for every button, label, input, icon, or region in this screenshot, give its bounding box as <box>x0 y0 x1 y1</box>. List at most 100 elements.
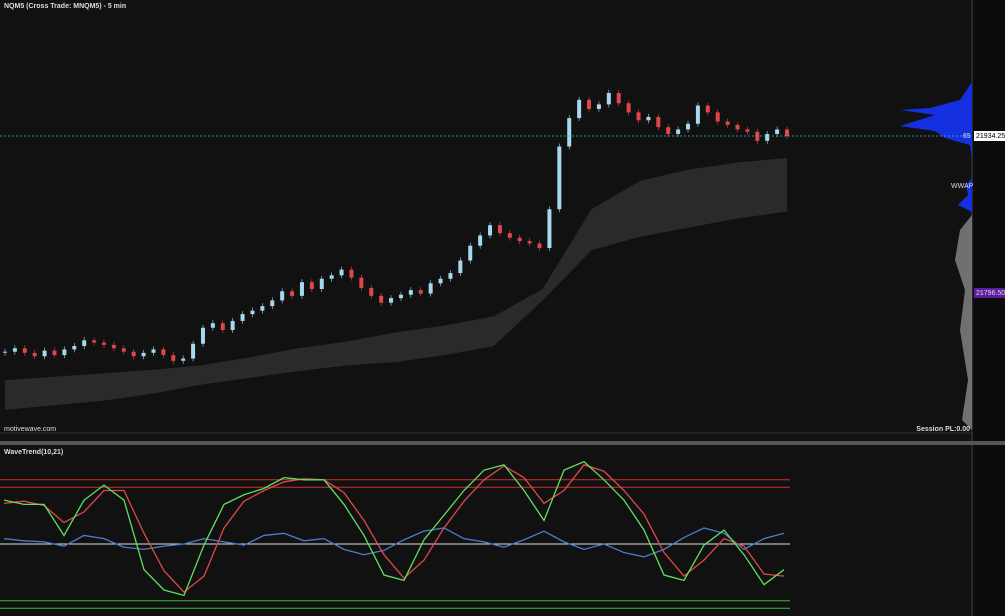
candle <box>468 245 473 261</box>
candle <box>121 348 126 352</box>
candle <box>101 342 106 345</box>
candle <box>448 273 453 279</box>
candle <box>250 310 255 315</box>
plot: 21934.25 65 21796.50 <box>0 89 1005 609</box>
candle <box>616 92 621 104</box>
candle <box>695 105 700 124</box>
last-price-label: 21934.25 <box>976 133 1005 140</box>
candle <box>507 233 512 238</box>
candle <box>220 323 225 331</box>
candle <box>478 235 483 246</box>
marker-label: 65 <box>963 133 971 140</box>
candle <box>587 99 592 109</box>
wwap-band <box>5 157 787 410</box>
candle <box>260 306 265 311</box>
candle <box>686 123 691 130</box>
candle <box>735 124 740 130</box>
candle <box>171 355 176 361</box>
wwap-label: WWAP <box>951 183 974 190</box>
candle <box>567 118 572 147</box>
wt2-line <box>3 464 785 594</box>
candle <box>349 269 354 278</box>
candle <box>210 323 215 328</box>
candle <box>181 358 186 361</box>
candle <box>280 291 285 301</box>
candle <box>230 320 235 331</box>
volume-profile-low <box>955 215 972 430</box>
candle <box>537 243 542 248</box>
candle <box>428 283 433 294</box>
candle <box>577 99 582 119</box>
candle <box>141 352 146 357</box>
candle <box>270 300 275 307</box>
volume-profile-mid <box>958 178 972 212</box>
candle <box>557 146 562 210</box>
candle <box>379 295 384 303</box>
candle <box>369 287 374 296</box>
candle <box>92 340 97 343</box>
candle <box>42 350 47 357</box>
panel-divider <box>0 441 1005 445</box>
candle <box>705 105 710 113</box>
candle <box>547 209 552 248</box>
price-axis <box>972 0 1005 616</box>
candle <box>715 112 720 122</box>
candle <box>161 349 166 356</box>
candle <box>52 350 57 356</box>
candle <box>765 134 770 141</box>
candle <box>527 241 532 244</box>
volume-profile-top <box>900 82 972 160</box>
candle <box>389 298 394 303</box>
candle <box>200 327 205 344</box>
candle <box>240 314 245 321</box>
candle <box>418 290 423 294</box>
candle <box>517 237 522 242</box>
candle <box>725 121 730 125</box>
candle <box>151 349 156 353</box>
wt1-line <box>3 460 785 597</box>
candle <box>72 345 77 350</box>
candle <box>319 278 324 290</box>
candle <box>408 290 413 295</box>
candle <box>32 352 37 357</box>
candle <box>775 129 780 135</box>
candle <box>3 351 7 353</box>
candle <box>626 103 631 113</box>
candle <box>290 291 295 296</box>
candle <box>62 349 67 356</box>
candle <box>666 127 671 135</box>
poc-label: 21796.50 <box>976 290 1005 297</box>
chart-title: NQM5 (Cross Trade: MNQM5) - 5 min <box>4 3 126 10</box>
watermark: motivewave.com <box>4 426 56 433</box>
candle <box>497 225 502 234</box>
candle <box>309 282 314 290</box>
candle <box>339 269 344 276</box>
candle <box>636 112 641 121</box>
candle <box>82 340 87 346</box>
candle <box>12 348 17 352</box>
candle <box>22 348 27 353</box>
candle <box>785 129 789 137</box>
candle <box>191 343 196 359</box>
poc-box <box>974 288 1005 298</box>
candle <box>745 129 750 132</box>
candle <box>646 116 651 121</box>
candle <box>398 294 403 299</box>
candle <box>111 344 116 349</box>
candle <box>606 92 611 105</box>
candle <box>131 351 136 357</box>
candle <box>299 282 304 296</box>
last-price-box <box>974 131 1005 141</box>
session-pl: Session PL:0.00 <box>916 426 970 433</box>
candle <box>329 275 334 279</box>
candle <box>676 129 681 135</box>
candle <box>596 104 601 109</box>
indicator-title: WaveTrend(10,21) <box>4 449 63 456</box>
candle <box>458 260 463 274</box>
candle <box>359 277 364 288</box>
candle <box>656 116 661 128</box>
candle <box>488 225 493 236</box>
